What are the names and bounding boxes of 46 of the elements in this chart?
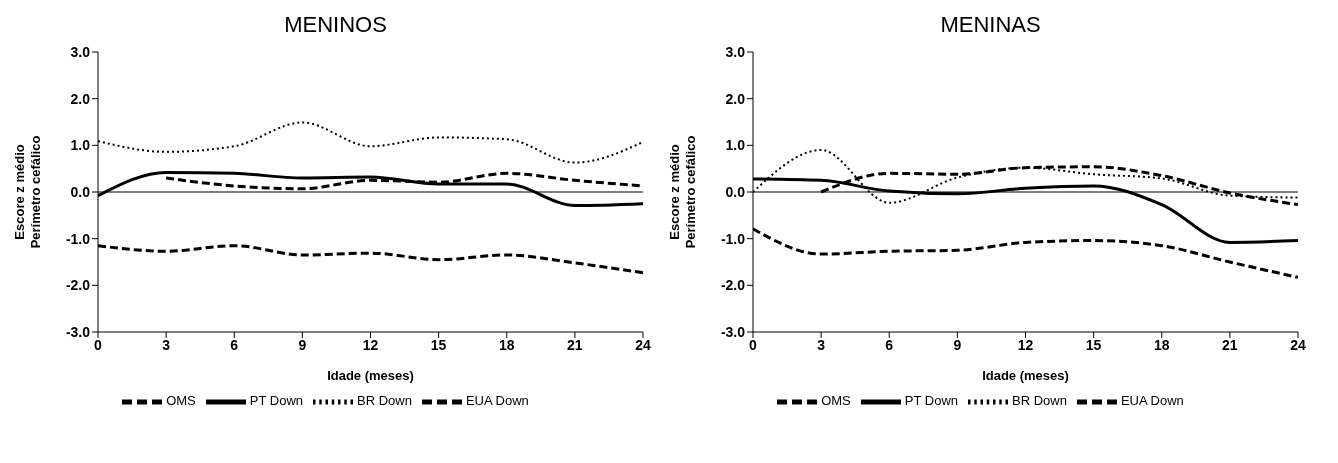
y-tick-label: -1.0 (65, 230, 91, 247)
x-tick-label: 3 (817, 336, 826, 353)
legend-label: PT Down (249, 393, 304, 409)
y-tick-label: -1.0 (720, 230, 746, 247)
x-tick-label: 21 (567, 336, 583, 353)
y-tick-label: 2.0 (70, 90, 91, 107)
x-tick-label: 3 (162, 336, 171, 353)
x-tick-label: 6 (230, 336, 239, 353)
x-tick-label: 18 (1153, 336, 1170, 353)
x-tick-label: 15 (1085, 336, 1102, 353)
legend-label: BR Down (1012, 393, 1067, 409)
chart-title: MENINOS (283, 11, 388, 39)
y-axis-title: Escore z médio Perímetro cefálico (667, 135, 698, 249)
x-tick-label: 9 (298, 336, 307, 353)
y-tick-label: 2.0 (725, 90, 746, 107)
y-tick-label: 3.0 (725, 43, 746, 60)
x-tick-label: 6 (885, 336, 894, 353)
y-tick-label: -3.0 (720, 323, 746, 340)
x-tick-label: 24 (1290, 336, 1306, 353)
y-tick-label: -2.0 (65, 277, 91, 294)
x-tick-label: 9 (953, 336, 962, 353)
legend-label: EUA Down (1120, 393, 1184, 409)
y-tick-label: 1.0 (70, 137, 91, 154)
y-axis-title: Escore z médio Perímetro cefálico (12, 135, 43, 249)
legend-label: OMS (821, 393, 851, 409)
x-tick-label: 0 (94, 336, 103, 353)
legend-label: PT Down (904, 393, 959, 409)
y-tick-label: 0.0 (725, 183, 746, 200)
x-tick-label: 0 (749, 336, 758, 353)
x-tick-label: 24 (635, 336, 651, 353)
legend-label: EUA Down (465, 393, 529, 409)
y-tick-label: 1.0 (725, 137, 746, 154)
x-tick-label: 12 (362, 336, 379, 353)
legend-label: OMS (166, 393, 196, 409)
y-tick-label: 0.0 (70, 183, 91, 200)
x-tick-label: 12 (1017, 336, 1034, 353)
x-tick-label: 15 (430, 336, 447, 353)
y-tick-label: -2.0 (720, 277, 746, 294)
chart-title: MENINAS (939, 11, 1042, 39)
legend-label: BR Down (357, 393, 412, 409)
x-tick-label: 21 (1222, 336, 1238, 353)
x-axis-title: Idade (meses) (327, 368, 414, 383)
y-tick-label: 3.0 (70, 43, 91, 60)
y-tick-label: -3.0 (65, 323, 91, 340)
x-tick-label: 18 (498, 336, 515, 353)
x-axis-title: Idade (meses) (982, 368, 1069, 383)
